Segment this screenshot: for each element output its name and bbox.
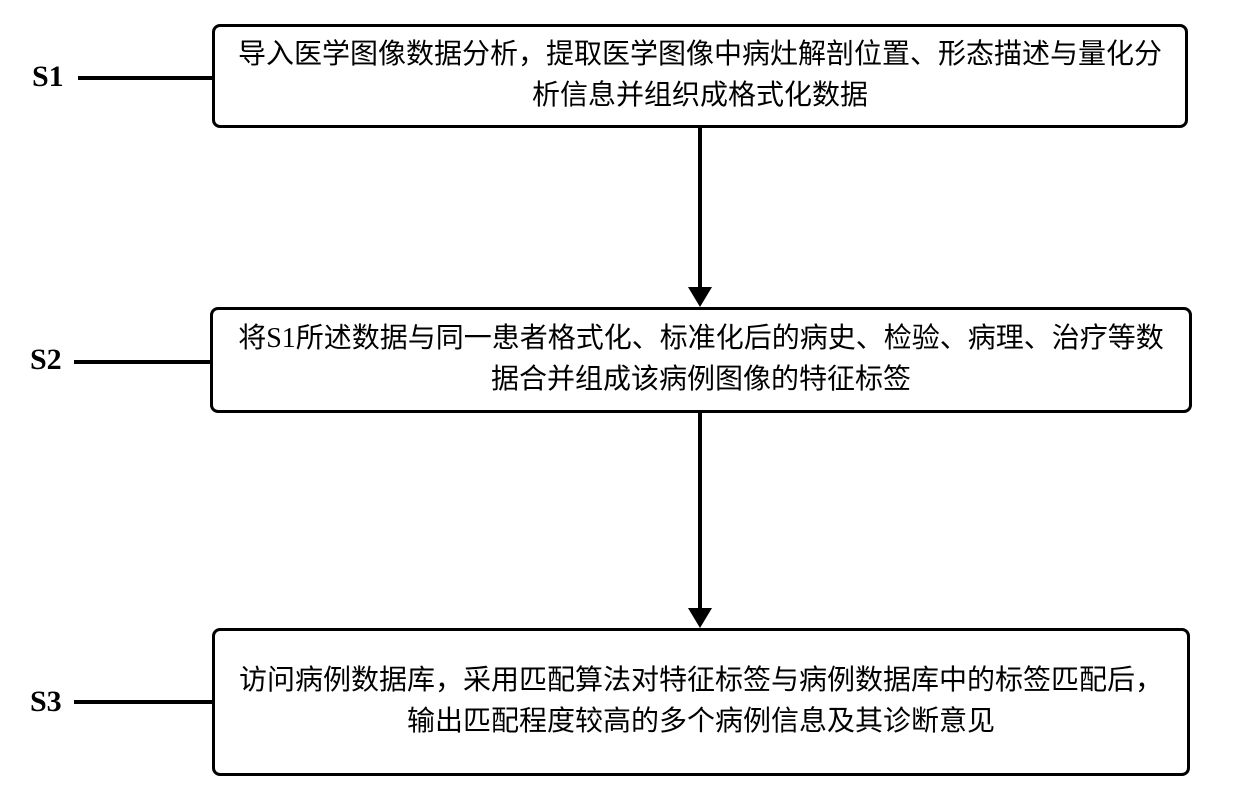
arrow-s1-s2-head xyxy=(688,287,712,307)
label-connector-s2 xyxy=(74,360,210,364)
label-connector-s1 xyxy=(78,76,212,80)
label-connector-s3 xyxy=(74,700,212,704)
step-box-s2-text: 将S1所述数据与同一患者格式化、标准化后的病史、检验、病理、治疗等数据合并组成该… xyxy=(225,319,1177,400)
step-box-s2: 将S1所述数据与同一患者格式化、标准化后的病史、检验、病理、治疗等数据合并组成该… xyxy=(210,307,1192,413)
step-box-s3-text: 访问病例数据库，采用匹配算法对特征标签与病例数据库中的标签匹配后，输出匹配程度较… xyxy=(227,661,1175,742)
arrow-s1-s2-line xyxy=(698,128,702,289)
step-box-s1: 导入医学图像数据分析，提取医学图像中病灶解剖位置、形态描述与量化分析信息并组织成… xyxy=(212,24,1188,128)
step-label-s1: S1 xyxy=(32,60,64,94)
step-label-s3: S3 xyxy=(30,685,62,719)
step-box-s3: 访问病例数据库，采用匹配算法对特征标签与病例数据库中的标签匹配后，输出匹配程度较… xyxy=(212,628,1190,776)
step-label-s2: S2 xyxy=(30,343,62,377)
step-box-s1-text: 导入医学图像数据分析，提取医学图像中病灶解剖位置、形态描述与量化分析信息并组织成… xyxy=(227,35,1173,116)
arrow-s2-s3-line xyxy=(698,413,702,610)
arrow-s2-s3-head xyxy=(688,608,712,628)
